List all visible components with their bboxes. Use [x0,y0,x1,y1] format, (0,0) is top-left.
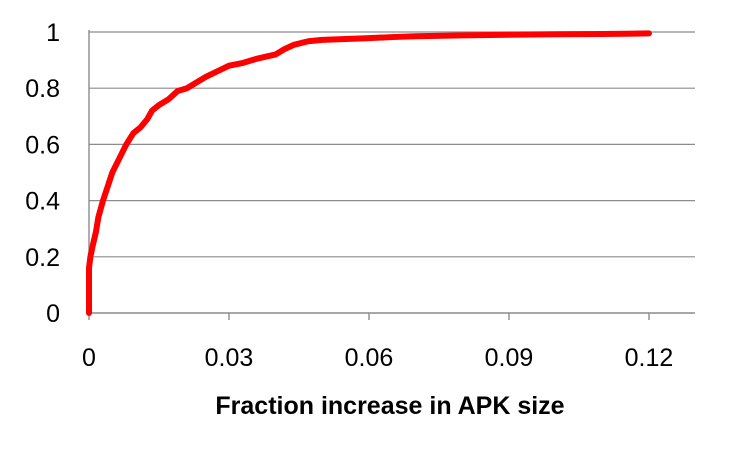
series-layer [86,30,652,316]
axes [88,30,695,320]
y-tick-label: 1 [46,19,60,47]
y-tick-label: 0 [46,300,60,328]
grid-lines [89,31,695,258]
y-tick-label: 0.8 [25,75,60,103]
x-tick-label: 0 [82,344,96,372]
y-tick-label: 0.2 [25,244,60,272]
x-tick-label: 0.06 [345,344,394,372]
y-tick-label: 0.6 [25,131,60,159]
x-tick-label: 0.12 [625,344,674,372]
y-tick-labels: 0 0.2 0.4 0.6 0.8 1 [25,19,60,328]
x-tick-label: 0.03 [205,344,254,372]
y-tick-label: 0.4 [25,188,60,216]
x-tick-label: 0.09 [485,344,534,372]
x-tick-labels: 0 0.03 0.06 0.09 0.12 [82,344,673,372]
x-axis-title: Fraction increase in APK size [215,392,564,420]
cdf-series-line [86,30,652,316]
